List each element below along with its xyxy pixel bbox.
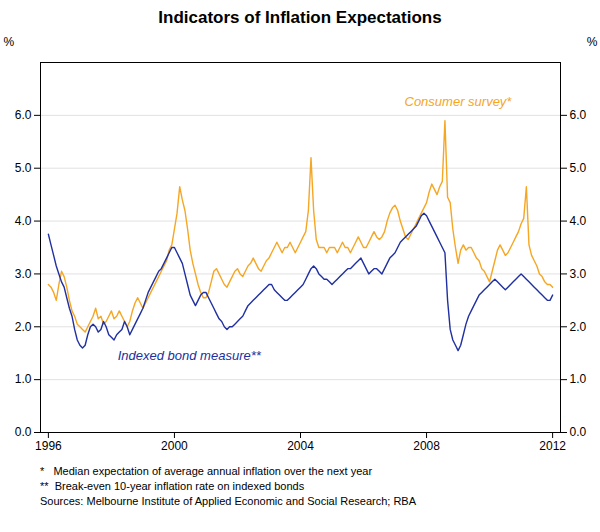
svg-text:2008: 2008	[413, 439, 440, 453]
svg-text:1.0: 1.0	[570, 372, 587, 386]
svg-text:2.0: 2.0	[570, 320, 587, 334]
html-text:** Break-even 10-year inflatio: ** Break-even 10-year inflation rate on …	[40, 480, 305, 492]
svg-text:%: %	[4, 35, 15, 49]
svg-text:Consumer survey*: Consumer survey*	[405, 94, 513, 109]
html-text:Indicators of Inflation Expect: Indicators of Inflation Expectations	[158, 8, 442, 27]
svg-text:4.0: 4.0	[570, 214, 587, 228]
svg-text:1.0: 1.0	[15, 372, 32, 386]
svg-text:6.0: 6.0	[15, 108, 32, 122]
svg-text:5.0: 5.0	[15, 161, 32, 175]
html-text:Sources: Melbourne Institute o: Sources: Melbourne Institute of Applied …	[40, 495, 416, 507]
svg-text:3.0: 3.0	[15, 267, 32, 281]
svg-text:%: %	[587, 35, 598, 49]
html-text:* Median expectation of averag: * Median expectation of average annual i…	[40, 465, 372, 477]
svg-text:0.0: 0.0	[15, 425, 32, 439]
svg-text:2.0: 2.0	[15, 320, 32, 334]
svg-text:Indexed bond measure**: Indexed bond measure**	[118, 348, 262, 363]
svg-text:2012: 2012	[539, 439, 566, 453]
svg-text:3.0: 3.0	[570, 267, 587, 281]
svg-text:4.0: 4.0	[15, 214, 32, 228]
svg-text:5.0: 5.0	[570, 161, 587, 175]
svg-text:2000: 2000	[161, 439, 188, 453]
svg-text:6.0: 6.0	[570, 108, 587, 122]
svg-text:1996: 1996	[35, 439, 62, 453]
svg-text:0.0: 0.0	[570, 425, 587, 439]
svg-text:2004: 2004	[287, 439, 314, 453]
